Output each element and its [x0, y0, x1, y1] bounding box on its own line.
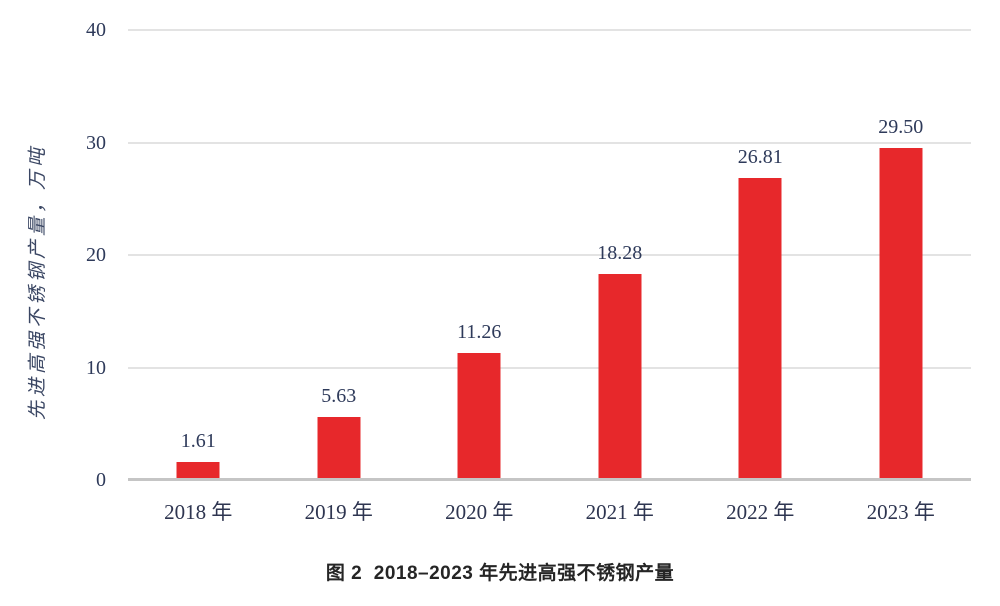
figure-caption: 图 2 2018–2023 年先进高强不锈钢产量	[325, 563, 675, 584]
bar	[317, 416, 361, 480]
bar-group: 29.50	[831, 30, 972, 480]
bar-group: 11.26	[409, 30, 550, 480]
bar	[879, 148, 923, 480]
bar-value-label: 11.26	[457, 321, 502, 344]
y-tick-label: 40	[86, 19, 106, 41]
x-tick-label: 2021 年	[585, 500, 654, 524]
bar-group: 26.81	[690, 30, 831, 480]
bar-group: 1.61	[128, 30, 269, 480]
bar-group: 18.28	[550, 30, 691, 480]
y-tick-label: 20	[86, 244, 106, 266]
x-axis-line	[128, 478, 971, 481]
bar-value-label: 1.61	[180, 429, 216, 452]
bar-value-label: 29.50	[878, 116, 924, 139]
x-tick-label: 2018 年	[164, 500, 233, 524]
gridline-30	[128, 141, 971, 144]
bar-series: 1.61 5.63 11.26 18.28 26.81 29.50	[128, 30, 971, 480]
x-tick-label: 2022 年	[726, 500, 795, 524]
y-tick-label: 0	[96, 469, 106, 491]
gridline-10	[128, 366, 971, 369]
bar-value-label: 26.81	[737, 146, 783, 169]
bar-value-label: 18.28	[597, 242, 643, 265]
y-axis: 0 10 20 30 40	[0, 20, 114, 490]
bar	[598, 274, 642, 480]
x-tick-label: 2023 年	[866, 500, 935, 524]
bar-group: 5.63	[268, 30, 409, 480]
x-axis: 2018 年 2019 年 2020 年 2021 年 2022 年 2023 年	[128, 496, 971, 528]
gridline-40	[128, 29, 971, 31]
y-tick-label: 10	[86, 356, 106, 379]
bar	[176, 461, 220, 480]
gridline-20	[128, 254, 971, 256]
x-tick-label: 2020 年	[445, 500, 514, 524]
bar-value-label: 5.63	[321, 384, 357, 407]
bar	[738, 178, 782, 480]
x-tick-label: 2019 年	[304, 500, 373, 524]
bar	[457, 353, 501, 480]
plot-area: 1.61 5.63 11.26 18.28 26.81 29.50	[128, 29, 971, 481]
y-tick-label: 30	[86, 131, 106, 154]
